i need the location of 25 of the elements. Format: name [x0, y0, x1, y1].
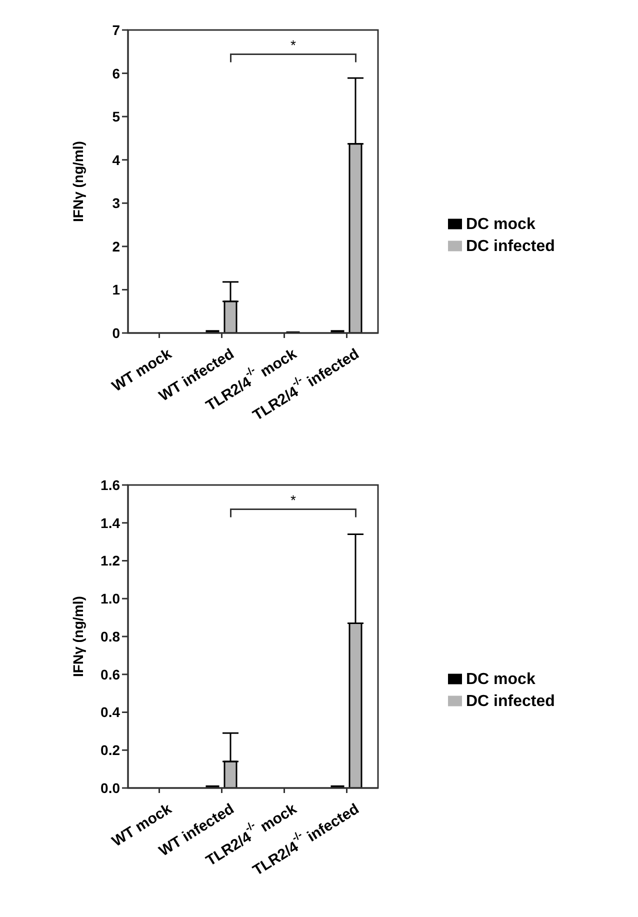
y-axis-title: IFNγ (ng/ml) [70, 141, 86, 222]
legend-label: DC infected [466, 238, 555, 254]
y-tick-label: 1.0 [100, 590, 120, 607]
y-tick-label: 1.2 [100, 552, 120, 569]
y-tick-label: 7 [112, 22, 120, 38]
y-tick-label: 0 [112, 324, 120, 341]
y-tick-label: 0.2 [100, 742, 120, 758]
y-tick-label: 6 [112, 65, 120, 82]
y-tick-label: 5 [112, 108, 120, 125]
y-tick-label: 1.6 [100, 476, 120, 493]
legend-label: DC mock [466, 216, 536, 232]
annotation: * [290, 492, 297, 508]
y-tick-label: 3 [112, 195, 120, 212]
y-tick-label: 1.4 [100, 514, 120, 531]
legend-label: DC mock [466, 670, 536, 688]
legend-label: DC infected [466, 692, 555, 710]
y-tick-label: 0.6 [100, 666, 120, 682]
annotation: * [290, 37, 297, 54]
y-axis-title: IFNγ (ng/ml) [70, 596, 86, 677]
y-tick-label: 0.4 [100, 704, 120, 720]
y-tick-label: 1 [112, 282, 120, 298]
y-tick-label: 2 [112, 238, 120, 254]
y-tick-label: 0.8 [100, 628, 120, 644]
y-tick-label: 0.0 [100, 780, 120, 796]
y-tick-label: 4 [112, 152, 120, 168]
